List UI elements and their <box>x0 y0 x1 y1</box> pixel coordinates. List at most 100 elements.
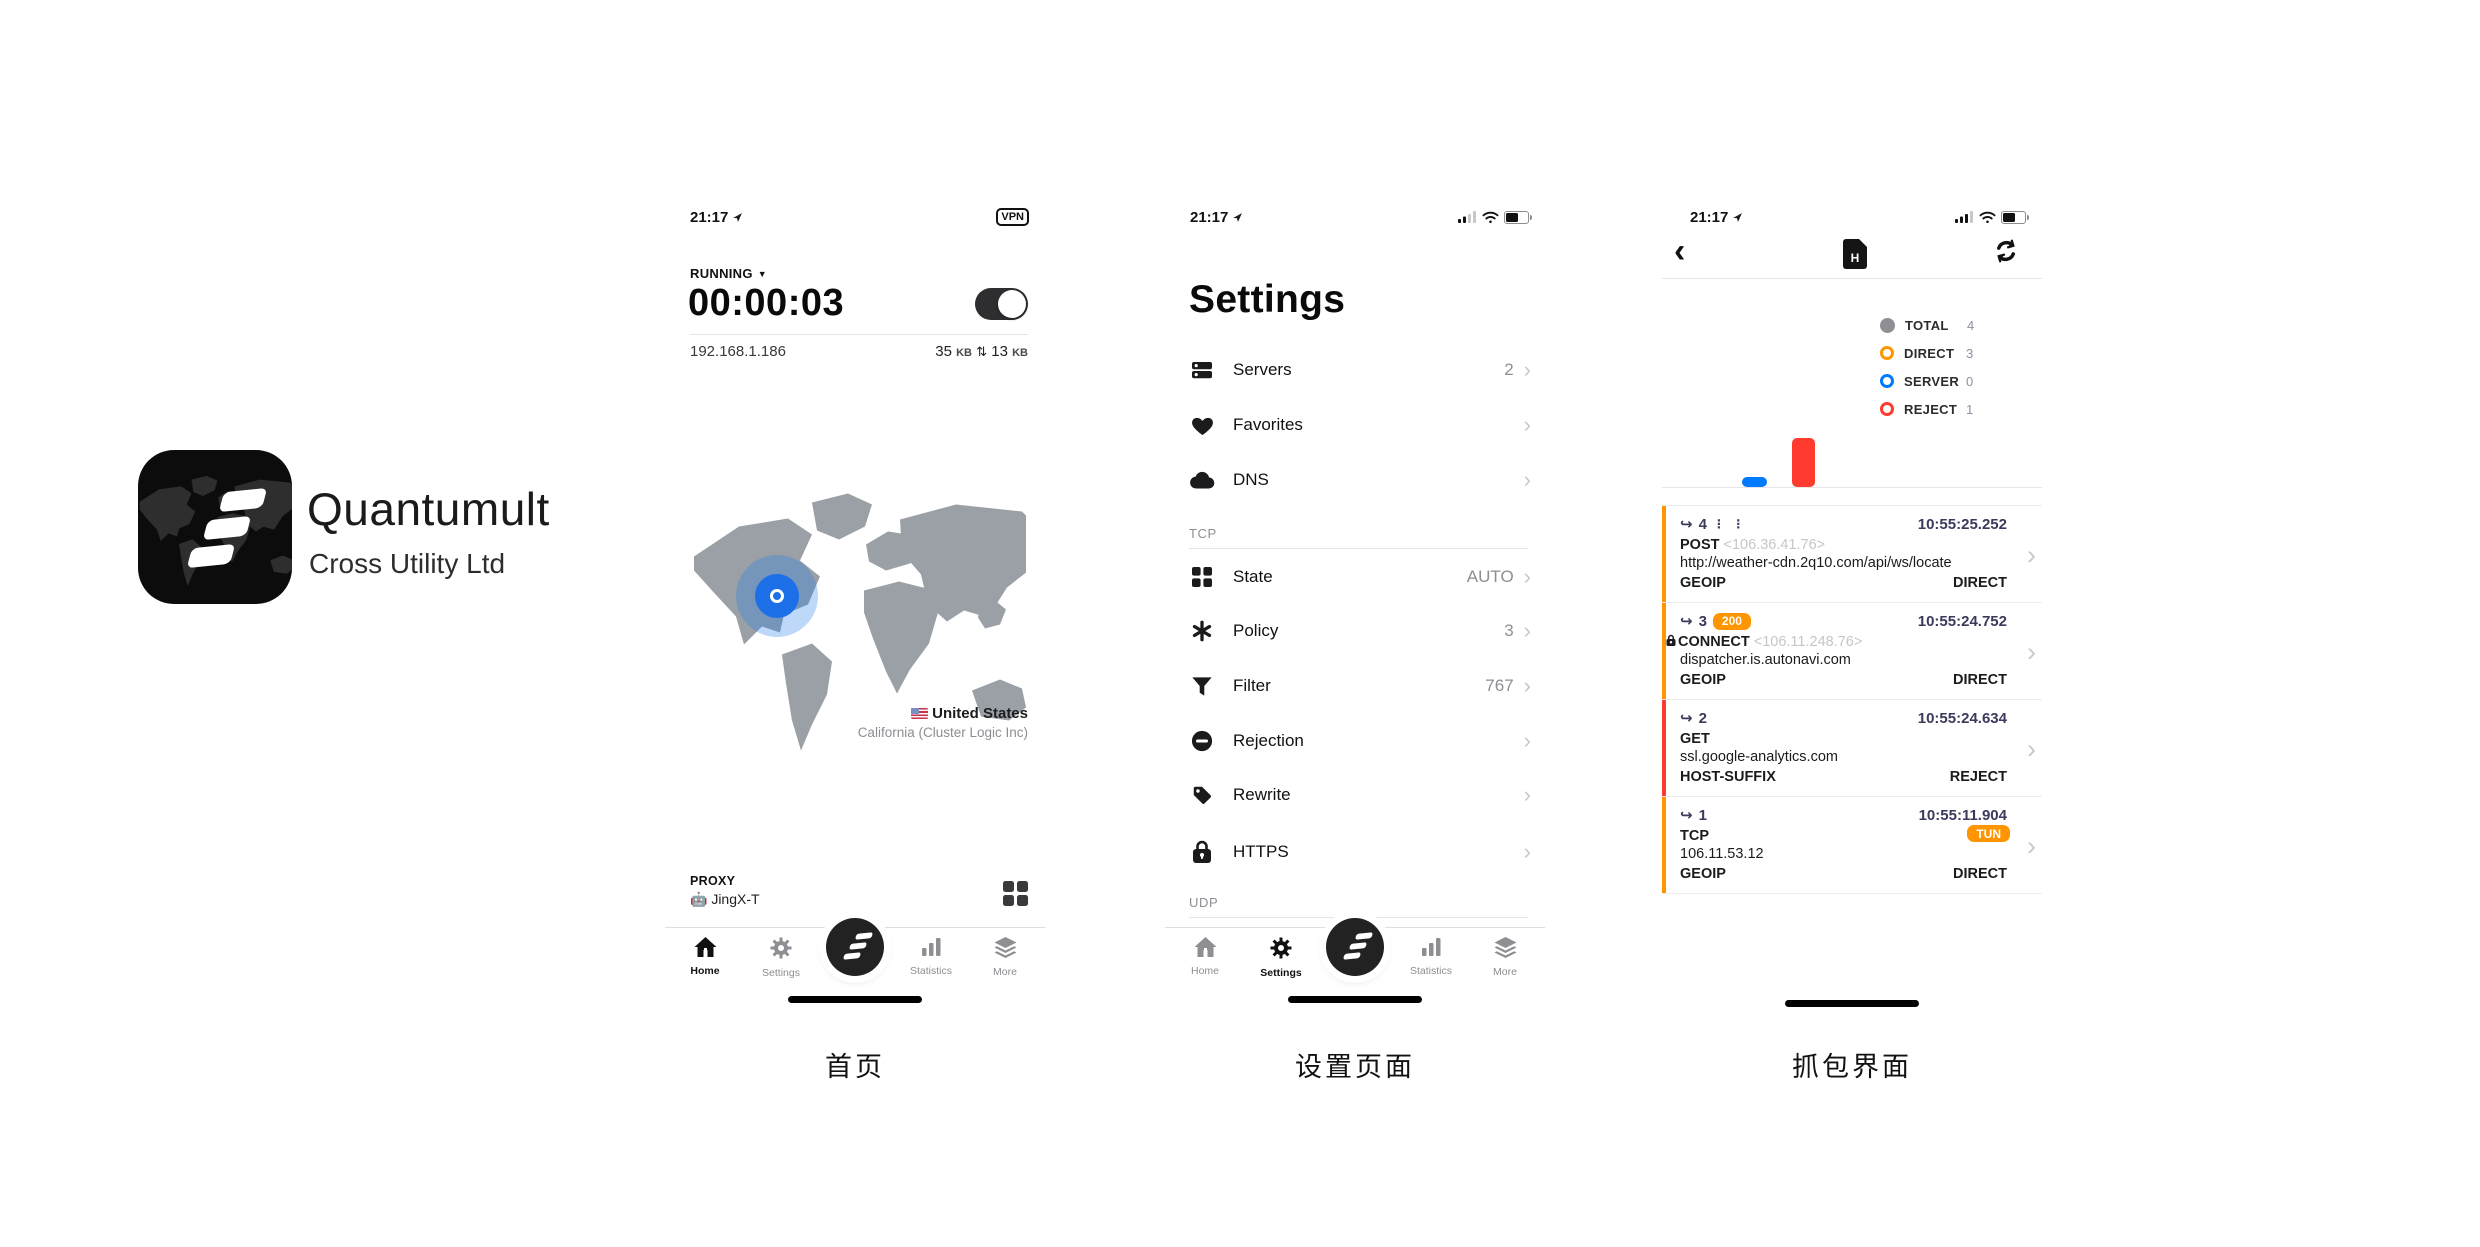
page-title: Settings <box>1189 278 1346 321</box>
request-url: 106.11.53.12 <box>1680 845 1764 862</box>
app-name: Quantumult <box>307 483 550 535</box>
chevron-right-icon: › <box>1523 412 1531 437</box>
chevron-right-icon: › <box>2027 637 2036 667</box>
request-row-1[interactable]: ↪ 1 10:55:11.904 TCP 106.11.53.12 GEOIP DIRE… <box>1662 797 2042 894</box>
divider <box>1189 548 1528 549</box>
settings-row-rejection[interactable]: Rejection › <box>1165 714 1545 768</box>
legend-dot-total <box>1880 317 1895 333</box>
match-rule: HOST-SUFFIX <box>1680 769 1776 785</box>
status-time: 21:17 <box>1190 209 1243 226</box>
layers-icon <box>1494 937 1516 958</box>
tab-settings[interactable]: Settings <box>1243 936 1319 979</box>
rule-stripe <box>1662 506 1666 602</box>
gear-icon <box>770 937 792 959</box>
tab-settings[interactable]: Settings <box>743 936 819 979</box>
settings-row-https[interactable]: HTTPS › <box>1165 825 1545 879</box>
section-header-tcp: TCP <box>1189 526 1217 541</box>
http-capture-icon[interactable]: H <box>1843 239 1867 269</box>
state-grid-icon <box>1189 564 1215 590</box>
tab-home[interactable]: Home <box>667 936 743 977</box>
settings-row-dns[interactable]: DNS › <box>1165 453 1545 507</box>
legend-direct: DIRECT 3 <box>1880 345 1973 361</box>
settings-row-servers[interactable]: Servers 2 › <box>1165 343 1545 397</box>
match-rule: GEOIP <box>1680 575 1726 591</box>
back-chevron-icon[interactable]: ‹ <box>1674 232 1686 270</box>
home-indicator[interactable] <box>1288 996 1422 1003</box>
rule-stripe <box>1662 797 1666 893</box>
home-indicator[interactable] <box>788 996 922 1003</box>
location-arrow-icon <box>733 212 743 222</box>
divider <box>690 334 1028 335</box>
chart-bar-reject <box>1792 438 1815 487</box>
tab-more[interactable]: More <box>967 936 1043 978</box>
vpn-state-label[interactable]: RUNNING ▼ <box>690 266 767 281</box>
tag-icon <box>1189 782 1215 808</box>
tab-bar: Home Settings Statistics More <box>1165 918 1545 990</box>
chevron-right-icon: › <box>1523 728 1531 753</box>
world-map-graphic <box>694 493 1046 751</box>
hook-arrow-icon: ↪ <box>1680 613 1693 630</box>
traffic-chart <box>1662 330 2042 487</box>
location-arrow-icon <box>1233 212 1243 222</box>
match-policy: DIRECT <box>1953 866 2007 882</box>
legend-dot-direct <box>1880 346 1894 360</box>
wifi-icon <box>1482 211 1499 223</box>
request-row-2[interactable]: ↪ 2 10:55:24.634 GET ssl.google-analytics.c… <box>1662 700 2042 797</box>
status-icons <box>1458 210 1532 224</box>
tab-center-logo[interactable] <box>1326 918 1384 976</box>
tab-home[interactable]: Home <box>1167 936 1243 977</box>
status-time: 21:17 <box>690 209 743 226</box>
status-badge: 200 <box>1712 612 1751 630</box>
up-down-arrows-icon: ⇅ <box>976 344 988 359</box>
settings-row-state[interactable]: State AUTO › <box>1165 550 1545 604</box>
chevron-right-icon: › <box>2027 734 2036 764</box>
tab-more[interactable]: More <box>1467 936 1543 978</box>
request-row-4[interactable]: ↪ 4 ⋮ ⋮ 10:55:25.252 POST <106.36.41.76> htt… <box>1662 506 2042 603</box>
chevron-right-icon: › <box>2027 831 2036 861</box>
status-time: 21:17 <box>1690 209 1743 226</box>
request-time: 10:55:25.252 <box>1917 515 2007 533</box>
bar-chart-icon <box>1422 938 1441 956</box>
section-header-udp: UDP <box>1189 895 1219 910</box>
settings-row-policy[interactable]: Policy 3 › <box>1165 604 1545 658</box>
legend-reject: REJECT 1 <box>1880 401 1973 417</box>
settings-screen: 21:17 Settings Servers 2 › Favorites › DNS ›… <box>1165 200 1545 1015</box>
servers-icon <box>1189 357 1215 383</box>
tun-badge: TUN <box>1967 825 2010 842</box>
home-indicator[interactable] <box>1785 1000 1919 1007</box>
settings-row-rewrite[interactable]: Rewrite › <box>1165 768 1545 822</box>
refresh-icon[interactable] <box>1992 237 2020 270</box>
tab-bar: Home Settings Statistics More <box>665 918 1045 990</box>
layers-icon <box>994 937 1016 958</box>
divider <box>1662 278 2042 279</box>
legend-dot-reject <box>1880 402 1894 416</box>
settings-row-filter[interactable]: Filter 767 › <box>1165 659 1545 713</box>
chevron-right-icon: › <box>1523 839 1531 864</box>
match-policy: REJECT <box>1949 769 2007 785</box>
proxy-name[interactable]: 🤖 JingX-T <box>690 891 760 907</box>
hook-arrow-icon: ↪ <box>1680 516 1693 533</box>
chevron-right-icon: › <box>1523 618 1531 643</box>
lock-icon <box>1666 634 1676 646</box>
vpn-badge: VPN <box>996 208 1029 226</box>
nav-bar: ‹ H <box>1662 232 2042 272</box>
country-line: United States <box>858 705 1028 722</box>
tab-center-logo[interactable] <box>826 918 884 976</box>
tab-statistics[interactable]: Statistics <box>1393 936 1469 977</box>
filter-funnel-icon <box>1189 673 1215 699</box>
legend-dot-server <box>1880 374 1894 388</box>
toggle-knob <box>998 290 1026 318</box>
request-row-3[interactable]: ↪ 3 200 10:55:24.752 CONNECT <106.11.248.76… <box>1662 603 2042 700</box>
divider <box>1189 917 1528 918</box>
status-bar: 21:17 VPN <box>665 206 1045 228</box>
chevron-down-icon: ▼ <box>757 268 767 279</box>
proxy-label: PROXY <box>690 874 736 888</box>
home-icon <box>1194 937 1216 957</box>
chevron-right-icon: › <box>2027 540 2036 570</box>
settings-row-favorites[interactable]: Favorites › <box>1165 398 1545 452</box>
tab-statistics[interactable]: Statistics <box>893 936 969 977</box>
request-url: ssl.google-analytics.com <box>1680 748 1838 765</box>
legend-total: TOTAL 4 <box>1880 317 1974 333</box>
vpn-toggle[interactable] <box>975 288 1028 320</box>
policy-grid-icon[interactable] <box>1003 881 1028 906</box>
